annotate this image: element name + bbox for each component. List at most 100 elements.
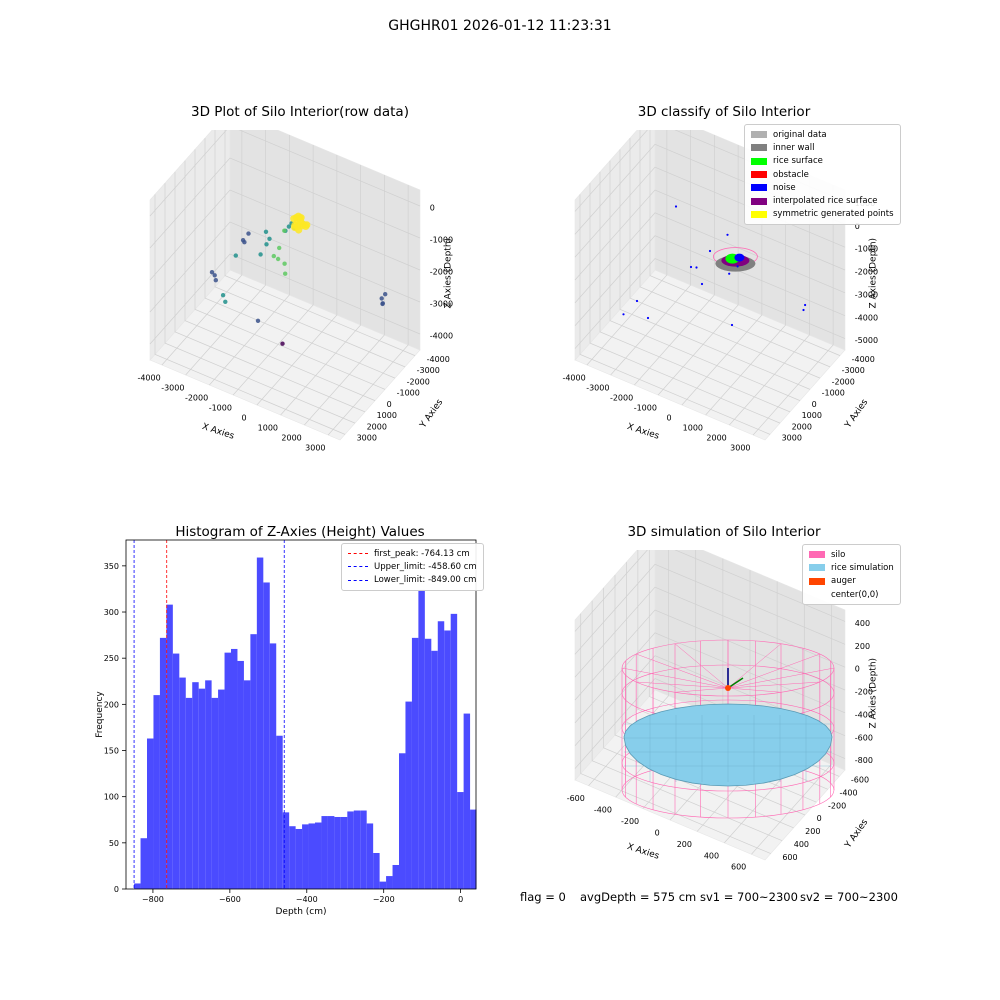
silo-roof-wire [727, 687, 782, 693]
grid-line [256, 155, 338, 406]
y-axis-label: Frequency [95, 691, 105, 738]
legend-swatch [809, 564, 825, 572]
grid-line [591, 600, 783, 842]
y-tick-label: -2000 [407, 377, 430, 386]
y-tick-label: -400 [839, 788, 857, 797]
back-pane [229, 130, 421, 351]
y-tick-label: -600 [851, 776, 869, 785]
plot-frame [125, 539, 477, 890]
x-axis-label: X Axies [626, 842, 661, 862]
simulation-legend: silo rice simulation auger center(0,0) [802, 544, 901, 606]
scatter3d-classify: -4000-3000-2000-100001000200030003000200… [562, 130, 879, 452]
noise-point [695, 266, 698, 269]
legend-entry: rice simulation [809, 561, 894, 574]
histogram-bar [205, 680, 212, 889]
histogram-bar [302, 824, 309, 889]
auger-axis-x [727, 677, 744, 689]
legend-entry: center(0,0) [809, 588, 894, 601]
histogram-bar [418, 589, 425, 889]
histogram-title: Histogram of Z-Axies (Height) Values [175, 524, 425, 540]
data-point [291, 221, 299, 229]
x-axis-label: Depth (cm) [275, 907, 326, 917]
histogram-bar [179, 677, 186, 889]
noise-point [689, 265, 693, 269]
z-tick-label: -2000 [430, 268, 453, 277]
grid-line [657, 145, 739, 396]
x-tick-label: 0 [655, 828, 660, 837]
data-point [223, 299, 228, 304]
histogram-bar [392, 864, 399, 889]
histogram-bar [185, 697, 193, 889]
y-tick-label: 1000 [377, 411, 397, 420]
grid-line [574, 563, 846, 655]
x-tick-label: −200 [373, 895, 395, 904]
histogram-bar [282, 812, 290, 889]
z-tick-label: -400 [855, 710, 873, 719]
grid-line [574, 258, 846, 349]
x-tick-label: -2000 [185, 393, 208, 402]
histogram-bar [379, 881, 387, 889]
grid-line [574, 609, 846, 701]
silo-roof-wire [674, 687, 729, 693]
data-point [283, 271, 288, 276]
histogram-bar [218, 689, 225, 889]
histogram-bar [457, 792, 464, 889]
legend-entry: silo [809, 548, 894, 561]
grid-line [194, 149, 386, 390]
grid-line [174, 171, 366, 413]
histogram-bar [327, 816, 335, 889]
data-point [286, 224, 292, 229]
grid-line [149, 253, 421, 345]
grid-line [149, 130, 421, 217]
silo-roof-wire [727, 653, 820, 689]
histogram-bar [166, 604, 173, 889]
x-tick-label: 600 [731, 863, 746, 872]
data-point [282, 228, 287, 233]
histogram-legend: first_peak: -764.13 cm Upper_limit: -458.… [341, 543, 484, 591]
legend-label: rice simulation [831, 562, 894, 573]
sv1-text: sv1 = 700~2300 [700, 890, 798, 904]
y-axis-label: Y Axies [843, 817, 871, 850]
data-point [280, 341, 285, 346]
noise-point [622, 313, 625, 316]
legend-entry: obstacle [751, 168, 894, 181]
silo-roof-wire [727, 667, 835, 689]
y-tick-label: 2000 [367, 422, 387, 431]
x-tick-label: -4000 [562, 373, 585, 382]
scatter3d-raw: -4000-3000-2000-100001000200030003000200… [137, 130, 454, 452]
histogram-bar [353, 810, 361, 889]
sv2-text: sv2 = 700~2300 [800, 890, 898, 904]
legend-label: inner wall [773, 142, 815, 153]
x-tick-label: -200 [621, 817, 639, 826]
histogram-bar [360, 810, 367, 889]
y-tick-label: 200 [805, 827, 820, 836]
histogram-bar [250, 634, 257, 889]
histogram-bar [450, 613, 458, 889]
grid-line [603, 587, 794, 829]
data-point [242, 240, 247, 245]
legend-swatch [751, 131, 767, 139]
grid-line [629, 138, 821, 379]
histogram-bar [159, 637, 167, 889]
legend-label: center(0,0) [831, 589, 879, 600]
silo-roof-wire [674, 643, 729, 689]
grid-line [588, 550, 669, 786]
histogram-bar [437, 621, 445, 889]
plot1-title: 3D Plot of Silo Interior(row data) [191, 104, 409, 120]
grid-line [184, 160, 376, 401]
y-tick-label: 3000 [782, 434, 802, 443]
grid-line [619, 149, 811, 390]
grid-line [649, 130, 841, 356]
data-point [264, 242, 269, 247]
grid-line [579, 194, 771, 435]
y-tick-label: -1000 [822, 389, 845, 398]
figure-title: GHGHR01 2026-01-12 11:23:31 [388, 18, 612, 34]
grid-line [149, 189, 421, 281]
grid-line [304, 175, 385, 426]
grid-line [224, 130, 416, 356]
silo-roof-wire [636, 681, 729, 689]
noise-point [646, 316, 650, 320]
x-axis-label: X Axies [626, 422, 661, 442]
histogram-bar [237, 660, 244, 889]
flag-text: flag = 0 [520, 890, 566, 904]
